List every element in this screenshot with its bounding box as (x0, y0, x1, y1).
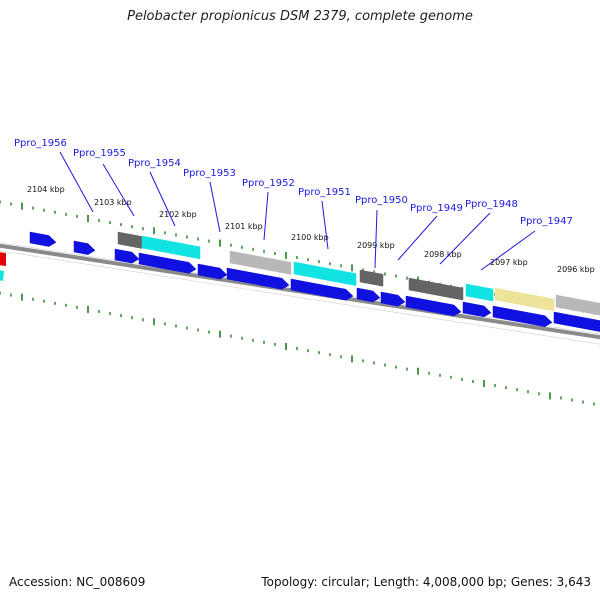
cds-arrow (29, 231, 57, 247)
cds-arrow (553, 311, 600, 332)
gene-label: Ppro_1952 (242, 178, 295, 189)
kbp-label: 2096 kbp (557, 265, 595, 274)
gene-label: Ppro_1956 (14, 138, 67, 149)
feature-block-light-gray (555, 294, 600, 316)
gene-label-leader (149, 171, 176, 227)
gene-label-leader (397, 215, 438, 261)
cds-arrow (405, 295, 462, 317)
cds-arrow (492, 305, 553, 327)
accession-text: Accession: NC_008609 (9, 575, 146, 589)
gene-label-leader (480, 230, 536, 271)
gene-label-leader (102, 163, 135, 217)
feature-block-dark-gray (359, 269, 384, 287)
feature-block-cyan (0, 270, 4, 281)
cds-arrow (114, 248, 140, 264)
gene-label: Ppro_1955 (73, 148, 126, 159)
gene-label: Ppro_1948 (465, 199, 518, 210)
cds-arrow (380, 291, 406, 307)
feature-block-dark-gray (117, 231, 143, 249)
kbp-label: 2104 kbp (27, 185, 65, 194)
feature-block-cyan (141, 235, 201, 260)
genome-stats-text: Topology: circular; Length: 4,008,000 bp… (261, 575, 591, 589)
feature-block-cyan (293, 261, 357, 286)
cds-arrow (138, 252, 197, 274)
gene-label-leader (321, 200, 329, 250)
cds-arrow (462, 301, 492, 318)
kbp-label: 2100 kbp (291, 233, 329, 242)
kbp-label: 2102 kbp (159, 210, 197, 219)
cds-arrow (290, 278, 354, 301)
feature-block-cyan (465, 283, 494, 302)
inner-tick-ruler (0, 291, 595, 406)
cds-arrow (226, 267, 290, 290)
kbp-label: 2103 kbp (94, 198, 132, 207)
gene-label: Ppro_1949 (410, 203, 463, 214)
gene-label: Ppro_1951 (298, 187, 351, 198)
gene-label-leader (439, 212, 491, 265)
cds-arrow (73, 240, 96, 255)
kbp-label: 2101 kbp (225, 222, 263, 231)
gene-label: Ppro_1954 (128, 158, 181, 169)
feature-block-dark-gray (408, 277, 464, 301)
cds-arrow (356, 287, 381, 303)
gene-label-leader (263, 191, 269, 241)
kbp-label: 2098 kbp (424, 250, 462, 259)
gene-label: Ppro_1950 (355, 195, 408, 206)
gene-label-leader (209, 181, 221, 233)
gene-label-leader (59, 151, 94, 213)
feature-block-khaki (494, 287, 555, 312)
feature-block-red (0, 252, 6, 266)
gene-label: Ppro_1947 (520, 216, 573, 227)
kbp-label: 2097 kbp (490, 258, 528, 267)
feature-block-light-gray (229, 250, 292, 275)
gene-label-leader (374, 209, 378, 269)
gene-label: Ppro_1953 (183, 168, 236, 179)
cds-arrow (197, 263, 228, 280)
map-title: Pelobacter propionicus DSM 2379, complet… (127, 9, 473, 24)
